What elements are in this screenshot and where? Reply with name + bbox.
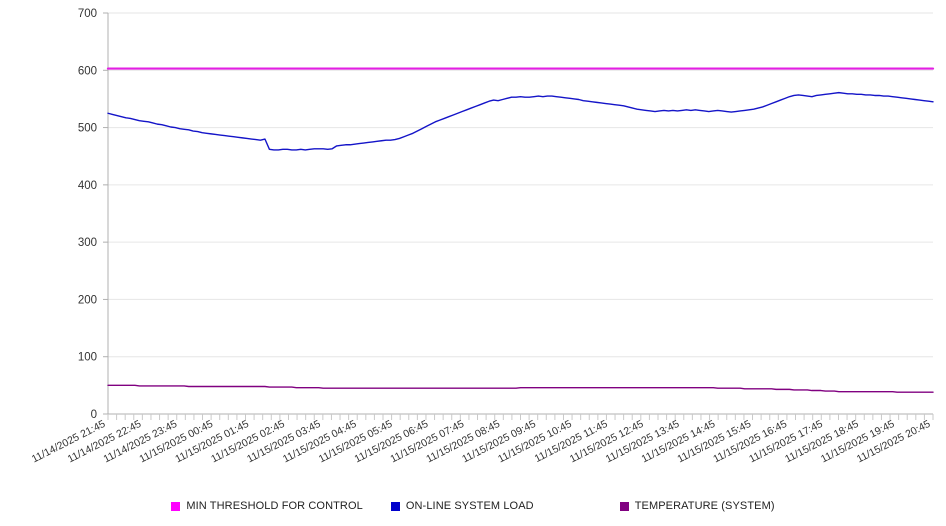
y-tick-label: 700 <box>78 8 97 20</box>
legend-item-on-line-system-load[interactable]: ON-LINE SYSTEM LOAD <box>390 500 534 512</box>
chart-legend: MIN THRESHOLD FOR CONTROL ON-LINE SYSTEM… <box>0 494 946 518</box>
legend-item-min-threshold-for-control[interactable]: MIN THRESHOLD FOR CONTROL <box>171 500 363 512</box>
y-tick-label: 400 <box>78 180 97 192</box>
legend-label-temperature-system: TEMPERATURE (SYSTEM) <box>634 500 775 512</box>
legend-label-min-threshold-for-control: MIN THRESHOLD FOR CONTROL <box>186 500 363 512</box>
y-tick-label: 100 <box>78 352 97 364</box>
legend-swatch-on-line-system-load <box>390 501 400 511</box>
data-series <box>106 67 935 393</box>
legend-item-temperature-system[interactable]: TEMPERATURE (SYSTEM) <box>619 500 775 512</box>
y-tick-label: 200 <box>78 294 97 306</box>
y-tick-label: 600 <box>78 65 97 77</box>
legend-swatch-min-threshold-for-control <box>171 501 181 511</box>
legend-label-on-line-system-load: ON-LINE SYSTEM LOAD <box>405 500 534 512</box>
series-line-temperature-system <box>107 384 934 393</box>
legend-swatch-temperature-system <box>619 501 629 511</box>
gridlines <box>108 12 933 415</box>
y-axis: 0 100 200 300 400 500 600 700 <box>78 8 109 421</box>
y-tick-label: 300 <box>78 237 97 249</box>
y-tick-label: 500 <box>78 123 97 135</box>
x-axis <box>107 413 934 420</box>
y-tick-label: 0 <box>91 409 97 421</box>
chart-plot-area: 0 100 200 300 400 500 600 700 11/14/2025 21:451… <box>30 8 935 466</box>
series-line-on-line-system-load <box>107 91 934 151</box>
